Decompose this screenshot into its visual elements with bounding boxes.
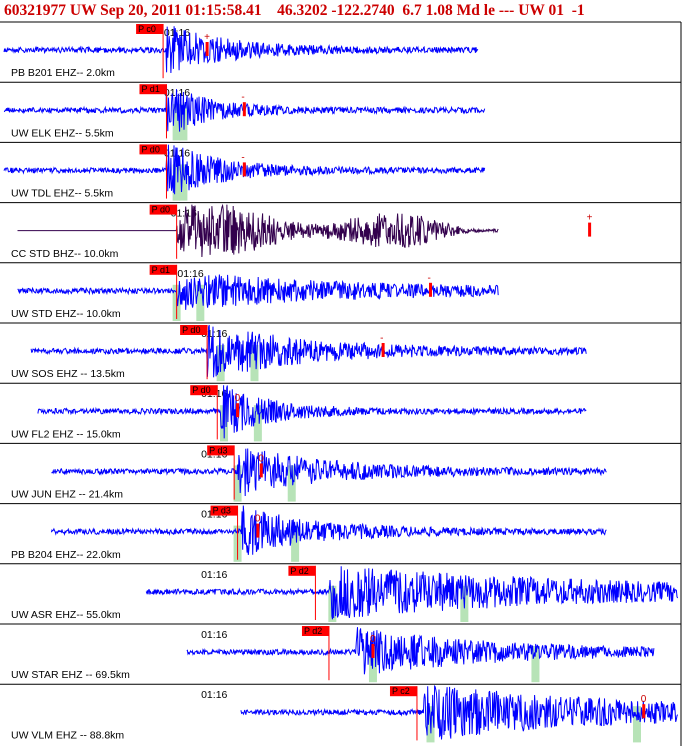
pick-label: P d1	[152, 265, 170, 275]
seismogram-trace	[51, 448, 607, 497]
station-label: PB B201 EHZ-- 2.0km	[11, 67, 115, 79]
seismogram-trace	[37, 385, 587, 439]
end-marker	[236, 403, 240, 418]
trace-panel: 01:16P d1-UW ELK EHZ-- 5.5km	[0, 81, 681, 141]
end-marker	[371, 644, 375, 658]
station-label: UW STD EHZ-- 10.0km	[11, 308, 121, 320]
coda-window	[233, 465, 242, 502]
trace-panel: 01:16 P d1 - UW STD EHZ-- 10.0km	[0, 262, 681, 321]
station-label: UW ELK EHZ-- 5.5km	[11, 127, 114, 139]
coda-window	[287, 465, 296, 502]
pick-label: P d3	[213, 506, 231, 516]
pick-label: P d3	[209, 445, 227, 455]
seismogram-trace	[50, 505, 607, 555]
pick-label: P d1	[141, 84, 159, 94]
coda-window	[172, 104, 181, 141]
station-label: UW VLM EHZ -- 88.8km	[11, 729, 124, 741]
pick-box	[180, 325, 208, 335]
trace-panel: 01:16P d0 + CC STD BHZ-- 10.0km	[0, 202, 681, 260]
station-label: UW JUN EHZ -- 21.4km	[11, 489, 123, 501]
pick-label: P d0	[192, 385, 210, 395]
end-marker-label: 0	[370, 634, 376, 645]
time-tick-label: 01:16	[171, 208, 197, 220]
pick-label: P d2	[290, 566, 308, 576]
end-marker	[588, 222, 592, 237]
pick-box	[389, 686, 417, 697]
seismogram-trace	[30, 324, 587, 378]
coda-window	[632, 706, 641, 743]
end-marker	[642, 704, 646, 719]
end-marker	[256, 523, 260, 538]
seismogram-trace	[186, 627, 655, 675]
pick-box	[210, 505, 238, 516]
trace-panel: 01:16 P d2 UW ASR EHZ-- 55.0km	[0, 563, 681, 622]
pick-box	[288, 565, 316, 576]
station-label: UW STAR EHZ -- 69.5km	[11, 669, 130, 681]
event-header: 60321977 UW Sep 20, 2011 01:15:58.41 46.…	[4, 2, 585, 19]
pick-label: P c0	[138, 24, 156, 34]
end-marker-label: -	[380, 333, 383, 344]
pick-box	[149, 264, 177, 275]
pick-label: P d0	[152, 205, 170, 215]
trace-panel: 01:16P c0+PB B201 EHZ-- 2.0km	[0, 21, 681, 79]
coda-window	[531, 646, 540, 683]
pick-label: P d2	[304, 626, 322, 636]
end-marker	[205, 42, 209, 56]
end-marker	[242, 102, 246, 117]
end-marker	[242, 162, 246, 177]
coda-window	[172, 164, 181, 201]
station-label: UW ASR EHZ-- 55.0km	[11, 609, 121, 621]
coda-window	[291, 525, 300, 562]
coda-window	[196, 284, 205, 321]
end-marker-label: 0	[235, 393, 241, 404]
seismogram-trace	[145, 566, 679, 620]
end-marker-label: -	[428, 273, 431, 284]
trace-panel: 01:16P d0 - UW SOS EHZ -- 13.5km	[0, 322, 681, 382]
seismogram-trace	[17, 203, 499, 258]
pick-box	[136, 24, 164, 34]
pick-box	[207, 445, 235, 456]
pick-box	[139, 144, 167, 155]
end-marker	[381, 343, 385, 357]
trace-panel: 01:16P d0-UW TDL EHZ-- 5.5km	[0, 141, 681, 201]
pick-box	[190, 385, 218, 396]
time-tick-label: 01:16	[177, 268, 203, 280]
time-tick-label: 01:16	[201, 629, 227, 641]
station-label: CC STD BHZ-- 10.0km	[11, 248, 119, 260]
coda-window	[253, 405, 262, 442]
pick-box	[139, 84, 167, 95]
pick-label: P d0	[182, 325, 200, 335]
coda-window	[179, 164, 188, 201]
end-marker	[429, 282, 433, 297]
pick-box	[301, 626, 329, 636]
trace-panel: 01:16 P c2 0 UW VLM EHZ -- 88.8km	[0, 683, 681, 743]
station-label: PB B204 EHZ-- 22.0km	[11, 549, 121, 561]
time-tick-label: 01:16	[201, 569, 227, 581]
end-marker-label: 0	[258, 453, 264, 464]
station-label: UW FL2 EHZ -- 15.0km	[11, 428, 121, 440]
station-label: UW SOS EHZ -- 13.5km	[11, 368, 125, 380]
coda-window	[250, 345, 259, 382]
end-marker	[259, 463, 263, 478]
end-marker-label: 0	[641, 694, 647, 705]
end-marker-label: 0	[255, 514, 261, 525]
seismogram-trace	[240, 684, 679, 740]
seismogram-trace	[17, 274, 499, 310]
pick-label: P c2	[392, 686, 410, 696]
pick-label: P d0	[141, 144, 159, 154]
end-marker-label: +	[587, 213, 593, 224]
end-marker-label: -	[241, 152, 244, 163]
time-tick-label: 01:16	[201, 689, 227, 701]
trace-panel: 01:16 P d2 0 UW STAR EHZ -- 69.5km	[0, 623, 681, 683]
time-tick-label: 01:16	[201, 328, 227, 340]
pick-box	[149, 204, 177, 215]
end-marker-label: -	[241, 92, 244, 103]
station-label: UW TDL EHZ-- 5.5km	[11, 188, 113, 200]
seismogram-trace	[3, 26, 479, 74]
end-marker-label: +	[204, 32, 210, 43]
